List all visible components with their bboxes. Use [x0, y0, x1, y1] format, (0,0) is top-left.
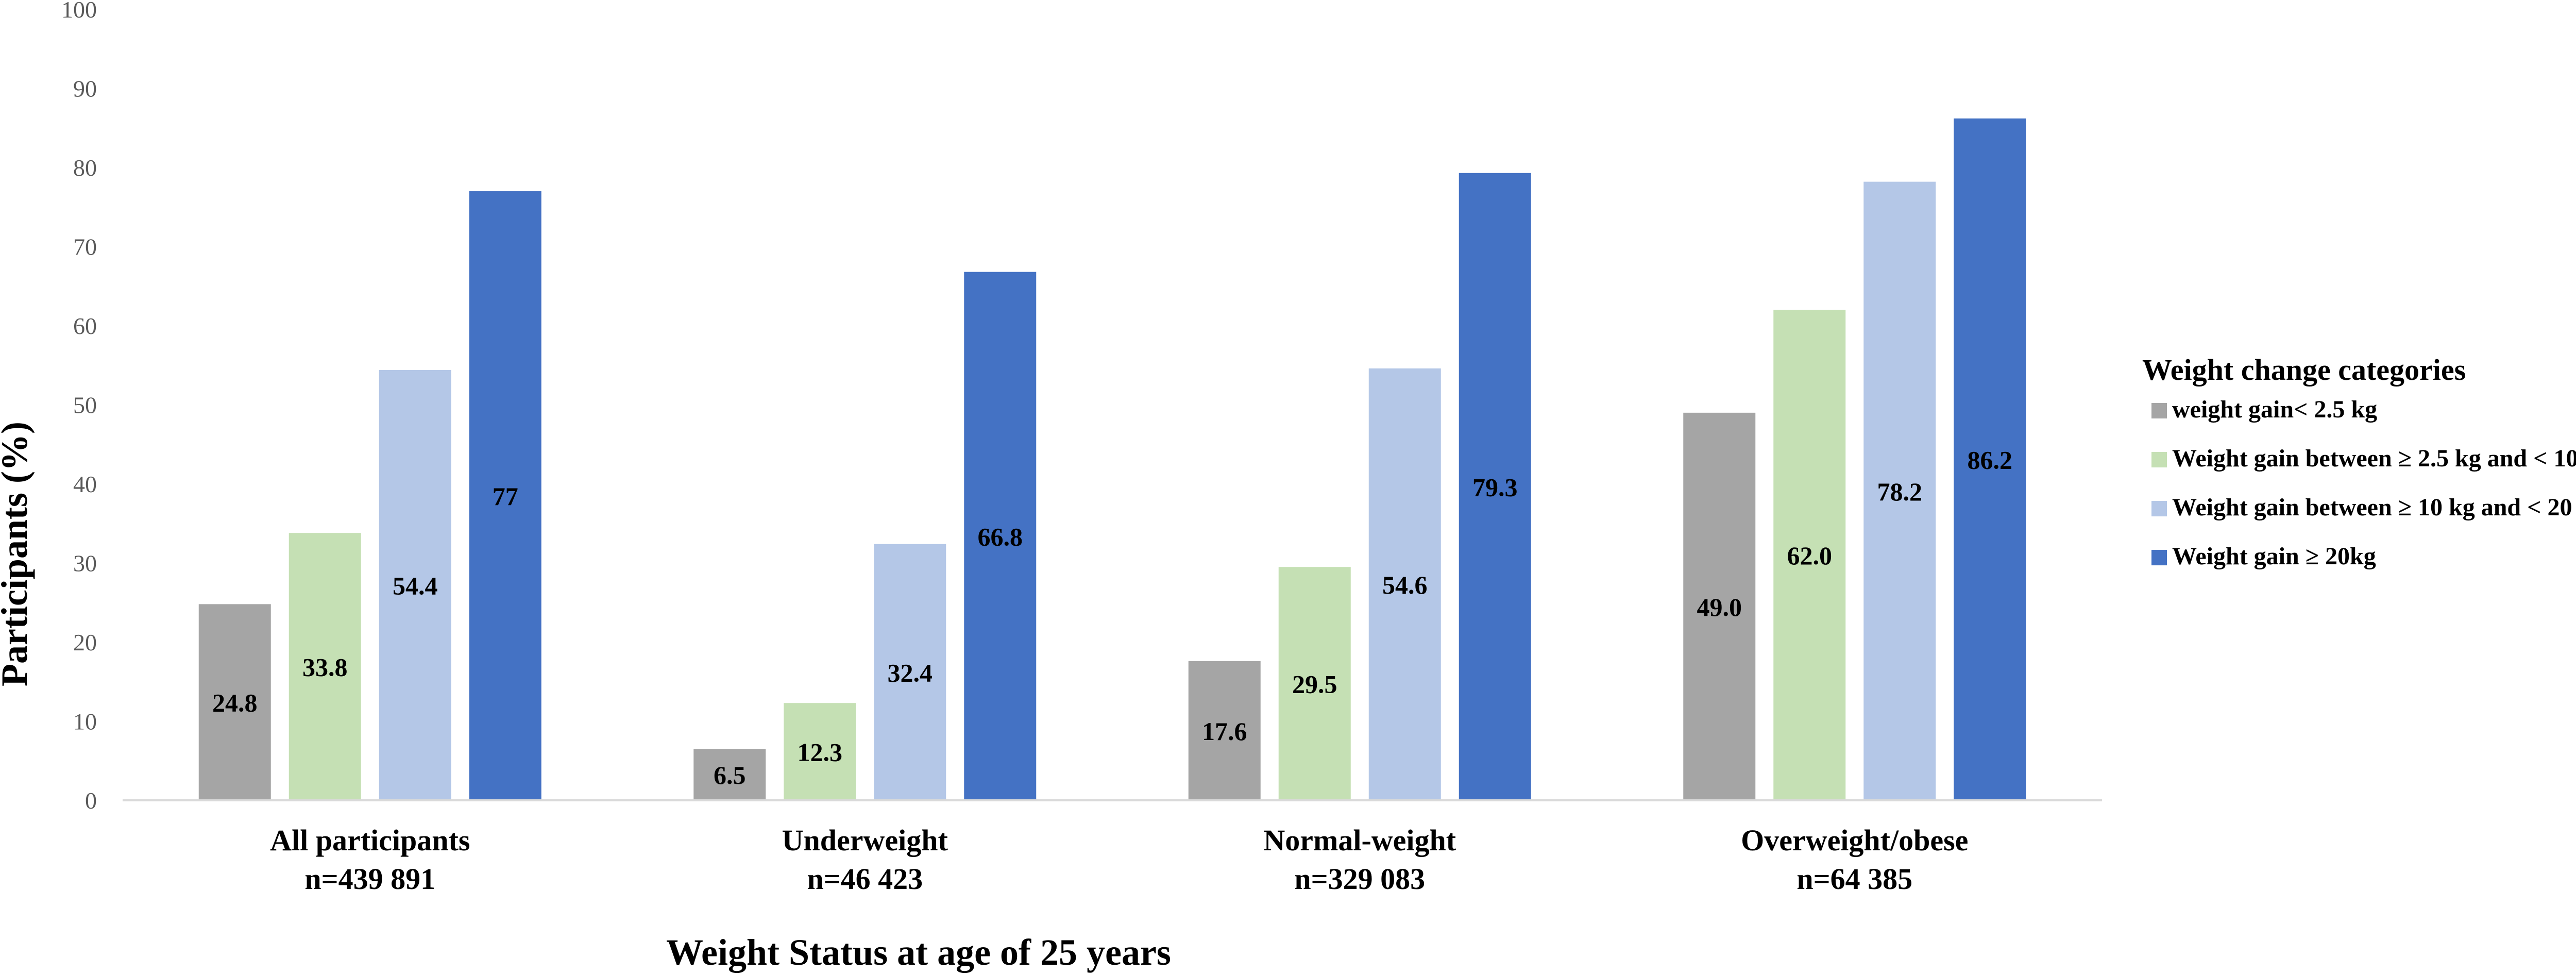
data-label: 12.3 [798, 738, 843, 767]
legend-label: weight gain< 2.5 kg [2172, 396, 2377, 423]
bar [964, 272, 1037, 800]
bar [1188, 661, 1261, 800]
y-tick-label: 60 [73, 313, 97, 339]
category-count: n=439 891 [304, 862, 435, 896]
data-label: 49.0 [1697, 593, 1742, 622]
bar [379, 370, 451, 800]
bar [198, 604, 271, 800]
x-axis-title: Weight Status at age of 25 years [666, 932, 1171, 973]
category-label: Overweight/obese [1741, 824, 1968, 857]
data-label: 79.3 [1472, 473, 1518, 501]
data-label: 24.8 [212, 688, 258, 717]
bar [289, 533, 361, 800]
bar [1954, 118, 2026, 801]
bar [469, 191, 541, 800]
bar [784, 703, 856, 800]
data-label: 32.4 [888, 658, 933, 687]
data-label: 86.2 [1968, 445, 2013, 474]
bar [1278, 567, 1351, 800]
legend-label: Weight gain between ≥ 2.5 kg and < 10 kg [2172, 445, 2576, 472]
data-label: 33.8 [302, 653, 348, 682]
y-tick-label: 100 [61, 0, 97, 23]
legend-swatch [2151, 550, 2167, 565]
category-count: n=329 083 [1294, 862, 1425, 896]
bars [198, 118, 2026, 801]
data-label: 17.6 [1202, 717, 1247, 746]
y-tick-label: 80 [73, 155, 97, 181]
data-labels: 24.8 33.8 54.4 77 6.5 12.3 32.4 66.8 17.6 29.5 54.… [212, 445, 2012, 790]
category-labels: All participants n=439 891 Underweight n=46… [270, 824, 1968, 896]
category-count: n=46 423 [807, 862, 923, 896]
legend-label: Weight gain between ≥ 10 kg and < 20 kg [2172, 494, 2576, 521]
data-label: 29.5 [1292, 670, 1337, 699]
y-tick-label: 40 [73, 471, 97, 497]
y-tick-label: 0 [85, 787, 97, 814]
bar [1863, 181, 1936, 800]
bar [1773, 310, 1846, 800]
data-label: 66.8 [978, 522, 1023, 551]
legend-label: Weight gain ≥ 20kg [2172, 543, 2376, 570]
y-tick-label: 90 [73, 76, 97, 102]
legend: Weight change categories weight gain< 2.… [2142, 353, 2576, 570]
data-label: 6.5 [714, 761, 746, 790]
data-label: 54.6 [1382, 570, 1428, 599]
bar [874, 544, 946, 800]
legend-swatch [2151, 501, 2167, 516]
legend-title: Weight change categories [2142, 353, 2466, 387]
bar [1368, 368, 1441, 800]
data-label: 77 [493, 482, 518, 511]
y-tick-label: 50 [73, 392, 97, 418]
data-label: 54.4 [393, 571, 438, 600]
bar [1683, 412, 1756, 800]
y-tick-label: 30 [73, 550, 97, 577]
legend-swatch [2151, 403, 2167, 418]
y-tick-label: 20 [73, 629, 97, 656]
data-label: 78.2 [1877, 477, 1923, 506]
data-label: 62.0 [1787, 541, 1833, 570]
y-tick-label: 10 [73, 709, 97, 735]
legend-swatch [2151, 452, 2167, 467]
category-label: All participants [270, 824, 470, 857]
y-axis-ticks: 0 10 20 30 40 50 60 70 80 90 100 [61, 0, 97, 814]
y-tick-label: 70 [73, 234, 97, 260]
category-count: n=64 385 [1797, 862, 1912, 896]
bar [1459, 173, 1531, 800]
bar [693, 749, 766, 800]
category-label: Normal-weight [1263, 824, 1456, 857]
y-axis-title: Participants (%) [0, 422, 35, 686]
category-label: Underweight [782, 824, 948, 857]
legend-items: weight gain< 2.5 kg Weight gain between ≥… [2151, 396, 2576, 570]
